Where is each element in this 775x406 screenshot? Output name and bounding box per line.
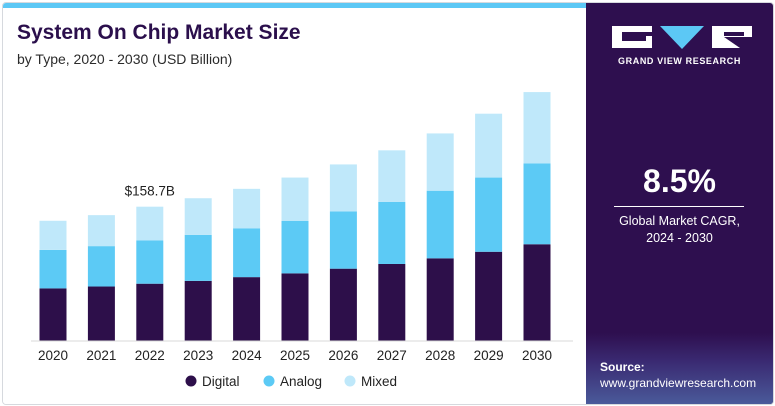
accent-bar	[3, 3, 586, 8]
chart-title: System On Chip Market Size	[17, 21, 301, 44]
x-tick-label-2022: 2022	[135, 348, 165, 363]
legend-label-mixed: Mixed	[361, 374, 397, 389]
x-tick-label-2030: 2030	[522, 348, 552, 363]
x-tick-label-2026: 2026	[328, 348, 358, 363]
bar-digital-2025	[281, 273, 309, 341]
bar-digital-2022	[136, 283, 164, 341]
gvr-logo-icon	[612, 26, 752, 49]
bar-analog-2026	[329, 211, 357, 269]
legend-marker-digital	[185, 375, 197, 387]
x-tick-label-2023: 2023	[183, 348, 213, 363]
brand-name: GRAND VIEW RESEARCH	[618, 56, 741, 66]
cagr-divider	[614, 206, 744, 207]
bar-digital-2030	[523, 244, 551, 341]
bar-mixed-2021	[87, 215, 115, 247]
bar-mixed-2023	[184, 198, 212, 235]
bar-digital-2021	[87, 286, 115, 341]
bar-mixed-2025	[281, 177, 309, 221]
bar-mixed-2030	[523, 92, 551, 164]
bar-mixed-2024	[233, 188, 261, 229]
x-tick-label-2025: 2025	[280, 348, 310, 363]
bar-mixed-2028	[426, 133, 454, 191]
bar-digital-2029	[475, 251, 503, 341]
bar-digital-2024	[233, 277, 261, 341]
bar-analog-2020	[39, 249, 67, 289]
x-tick-label-2021: 2021	[86, 348, 116, 363]
x-tick-label-2028: 2028	[425, 348, 455, 363]
cagr-label-line2: 2024 - 2030	[646, 231, 713, 245]
chart-subtitle: by Type, 2020 - 2030 (USD Billion)	[17, 51, 233, 67]
info-panel: GRAND VIEW RESEARCH 8.5% Global Market C…	[586, 3, 773, 404]
legend-label-analog: Analog	[280, 374, 322, 389]
cagr-label-line1: Global Market CAGR,	[619, 214, 740, 228]
bar-digital-2027	[378, 263, 406, 341]
x-tick-label-2020: 2020	[38, 348, 68, 363]
bar-mixed-2020	[39, 220, 67, 250]
source-url[interactable]: www.grandviewresearch.com	[600, 376, 757, 390]
legend-label-digital: Digital	[202, 374, 240, 389]
bar-mixed-2027	[378, 150, 406, 202]
legend-marker-mixed	[344, 375, 356, 387]
bar-analog-2028	[426, 190, 454, 259]
bar-analog-2022	[136, 240, 164, 284]
bar-digital-2028	[426, 258, 454, 341]
bar-digital-2023	[184, 280, 212, 341]
cagr-label: Global Market CAGR, 2024 - 2030	[586, 213, 773, 247]
x-tick-label-2029: 2029	[474, 348, 504, 363]
bar-analog-2023	[184, 234, 212, 281]
x-tick-label-2024: 2024	[232, 348, 263, 363]
bar-analog-2024	[233, 228, 261, 278]
bar-analog-2027	[378, 201, 406, 264]
bar-mixed-2029	[475, 113, 503, 178]
bar-mixed-2022	[136, 206, 164, 241]
bar-analog-2029	[475, 177, 503, 252]
data-label-2022: $158.7B	[125, 184, 175, 199]
source-note: Source: www.grandviewresearch.com	[600, 359, 756, 391]
bar-digital-2020	[39, 288, 67, 341]
stacked-bar-chart: 2020 2021 2022 $158.7B 2023 2024 2025 2026 2027 2…	[31, 92, 573, 389]
x-tick-label-2027: 2027	[377, 348, 407, 363]
bar-analog-2025	[281, 220, 309, 274]
bar-mixed-2026	[329, 164, 357, 212]
cagr-value: 8.5%	[643, 163, 716, 199]
source-label: Source:	[600, 360, 645, 374]
legend-marker-analog	[263, 375, 275, 387]
bar-analog-2021	[87, 246, 115, 287]
bar-analog-2030	[523, 163, 551, 245]
panel-gradient	[586, 333, 773, 404]
chart-panel: System On Chip Market Size by Type, 2020…	[3, 3, 586, 404]
bar-digital-2026	[329, 268, 357, 341]
